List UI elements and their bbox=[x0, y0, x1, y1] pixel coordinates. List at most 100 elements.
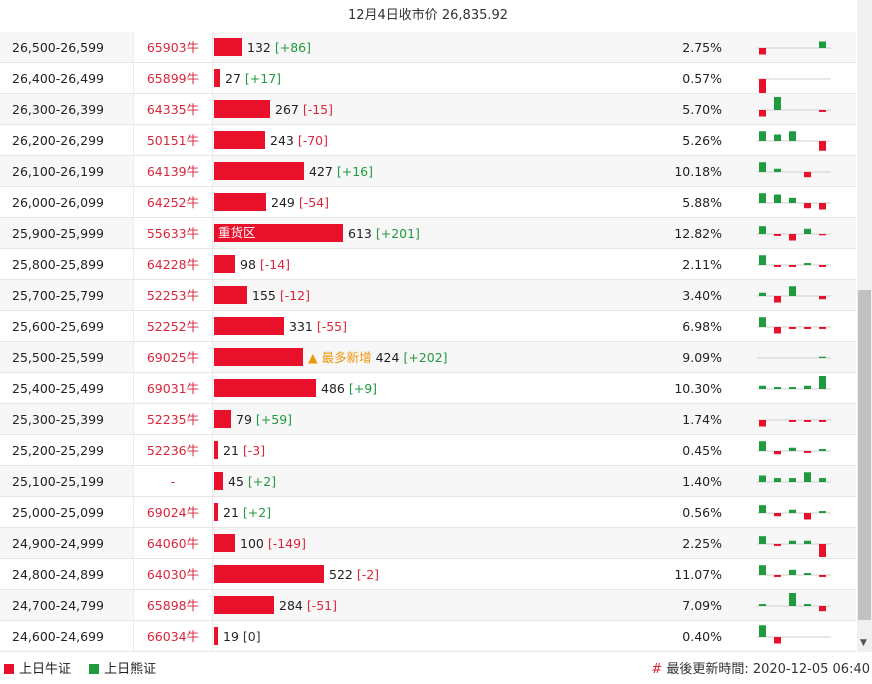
cbbc-code[interactable]: 69031牛 bbox=[133, 373, 213, 403]
sparkline-bar bbox=[789, 234, 796, 241]
cbbc-code[interactable]: 69024牛 bbox=[133, 497, 213, 527]
cbbc-code[interactable]: 52252牛 bbox=[133, 311, 213, 341]
sparkline bbox=[757, 131, 831, 151]
price-range: 26,500-26,599 bbox=[12, 40, 104, 55]
cbbc-code[interactable]: - bbox=[133, 466, 213, 496]
count-bar bbox=[214, 286, 247, 304]
change-value: [+202] bbox=[403, 350, 448, 365]
count-value: 424 bbox=[375, 350, 404, 365]
sparkline-bar bbox=[774, 327, 781, 334]
sparkline-bar bbox=[804, 327, 811, 329]
sparkline-bar bbox=[804, 263, 811, 265]
count-bar bbox=[214, 255, 235, 273]
cbbc-code[interactable]: 65899牛 bbox=[133, 63, 213, 93]
change-value: [+59] bbox=[255, 412, 293, 427]
table-row: 26,000-26,099 64252牛 249 [-54] 5.88% bbox=[0, 187, 856, 218]
change-value: [-14] bbox=[259, 257, 291, 272]
last-updated-text: 最後更新時間: 2020-12-05 06:40 bbox=[666, 662, 870, 677]
change-value: [+2] bbox=[247, 474, 277, 489]
sparkline bbox=[757, 162, 831, 178]
sparkline bbox=[757, 376, 831, 390]
sparkline-bar bbox=[774, 513, 781, 517]
sparkline-bar bbox=[804, 540, 811, 544]
count-bar bbox=[214, 410, 231, 428]
cbbc-code[interactable]: 50151牛 bbox=[133, 125, 213, 155]
cbbc-code[interactable]: 64228牛 bbox=[133, 249, 213, 279]
percentage: 7.09% bbox=[682, 598, 722, 613]
sparkline-bar bbox=[774, 544, 781, 546]
sparkline-bar bbox=[774, 387, 781, 389]
count-value: 249 bbox=[271, 195, 299, 210]
percentage: 6.98% bbox=[682, 319, 722, 334]
count-bar bbox=[214, 348, 303, 366]
sparkline-bar bbox=[774, 234, 781, 236]
sparkline-bar bbox=[819, 265, 826, 267]
sparkline-bar bbox=[804, 385, 811, 389]
table-row: 25,000-25,099 69024牛 21 [+2] 0.56% bbox=[0, 497, 856, 528]
count-bar bbox=[214, 162, 304, 180]
table-row: 26,300-26,399 64335牛 267 [-15] 5.70% bbox=[0, 94, 856, 125]
sparkline-bar bbox=[789, 131, 796, 141]
percentage: 3.40% bbox=[682, 288, 722, 303]
cbbc-code[interactable]: 65903牛 bbox=[133, 32, 213, 62]
sparkline-bar bbox=[759, 475, 766, 482]
sparkline bbox=[757, 505, 831, 520]
change-value: [+2] bbox=[242, 505, 272, 520]
price-range: 25,900-25,999 bbox=[12, 226, 104, 241]
count-change: 249 [-54] bbox=[271, 187, 329, 218]
cbbc-code[interactable]: 52235牛 bbox=[133, 404, 213, 434]
legend: 上日牛证 上日熊证 bbox=[4, 658, 170, 677]
percentage: 0.40% bbox=[682, 629, 722, 644]
percentage: 10.30% bbox=[674, 381, 722, 396]
price-range: 25,300-25,399 bbox=[12, 412, 104, 427]
legend-footer: 上日牛证 上日熊证 # 最後更新時間: 2020-12-05 06:40 bbox=[0, 652, 872, 684]
sparkline bbox=[757, 356, 831, 359]
sparkline-bar bbox=[759, 292, 766, 296]
cbbc-code[interactable]: 66034牛 bbox=[133, 621, 213, 651]
count-value: 27 bbox=[225, 71, 245, 86]
count-value: 155 bbox=[252, 288, 280, 303]
change-value: [-70] bbox=[297, 133, 329, 148]
sparkline-bar bbox=[789, 447, 796, 451]
cbbc-code[interactable]: 64139牛 bbox=[133, 156, 213, 186]
count-change: 427 [+16] bbox=[309, 156, 373, 187]
cbbc-code[interactable]: 52253牛 bbox=[133, 280, 213, 310]
cbbc-code[interactable]: 64060牛 bbox=[133, 528, 213, 558]
cbbc-code[interactable]: 64335牛 bbox=[133, 94, 213, 124]
percentage: 11.07% bbox=[674, 567, 722, 582]
sparkline-bar bbox=[819, 575, 826, 577]
table-row: 24,900-24,999 64060牛 100 [-149] 2.25% bbox=[0, 528, 856, 559]
cbbc-code[interactable]: 52236牛 bbox=[133, 435, 213, 465]
price-range: 25,600-25,699 bbox=[12, 319, 104, 334]
sparkline-bar bbox=[819, 356, 826, 358]
count-bar bbox=[214, 131, 265, 149]
cbbc-code[interactable]: 55633牛 bbox=[133, 218, 213, 248]
count-value: 284 bbox=[279, 598, 307, 613]
change-value: [+9] bbox=[348, 381, 378, 396]
scroll-down-arrow-icon[interactable]: ▼ bbox=[860, 638, 867, 648]
table-row: 26,500-26,599 65903牛 132 [+86] 2.75% bbox=[0, 32, 856, 63]
sparkline bbox=[757, 286, 831, 303]
sparkline-bar bbox=[819, 376, 826, 389]
count-change: 100 [-149] bbox=[240, 528, 306, 559]
count-bar bbox=[214, 317, 284, 335]
count-value: 613 bbox=[348, 226, 376, 241]
sparkline-bar bbox=[819, 420, 826, 422]
cbbc-code[interactable]: 69025牛 bbox=[133, 342, 213, 372]
percentage: 9.09% bbox=[682, 350, 722, 365]
sparkline bbox=[757, 419, 831, 427]
sparkline-bar bbox=[759, 625, 766, 637]
cbbc-code[interactable]: 64252牛 bbox=[133, 187, 213, 217]
cbbc-code[interactable]: 65898牛 bbox=[133, 590, 213, 620]
count-value: 427 bbox=[309, 164, 337, 179]
sparkline bbox=[757, 472, 831, 483]
price-range: 24,800-24,899 bbox=[12, 567, 104, 582]
table-row: 26,400-26,499 65899牛 27 [+17] 0.57% bbox=[0, 63, 856, 94]
scrollbar-thumb[interactable] bbox=[858, 290, 871, 620]
table-row: 24,600-24,699 66034牛 19 [0] 0.40% bbox=[0, 621, 856, 652]
change-value: [-3] bbox=[242, 443, 266, 458]
vertical-scrollbar[interactable]: ▼ bbox=[857, 0, 872, 652]
sparkline-bar bbox=[819, 478, 826, 482]
percentage: 0.45% bbox=[682, 443, 722, 458]
cbbc-code[interactable]: 64030牛 bbox=[133, 559, 213, 589]
